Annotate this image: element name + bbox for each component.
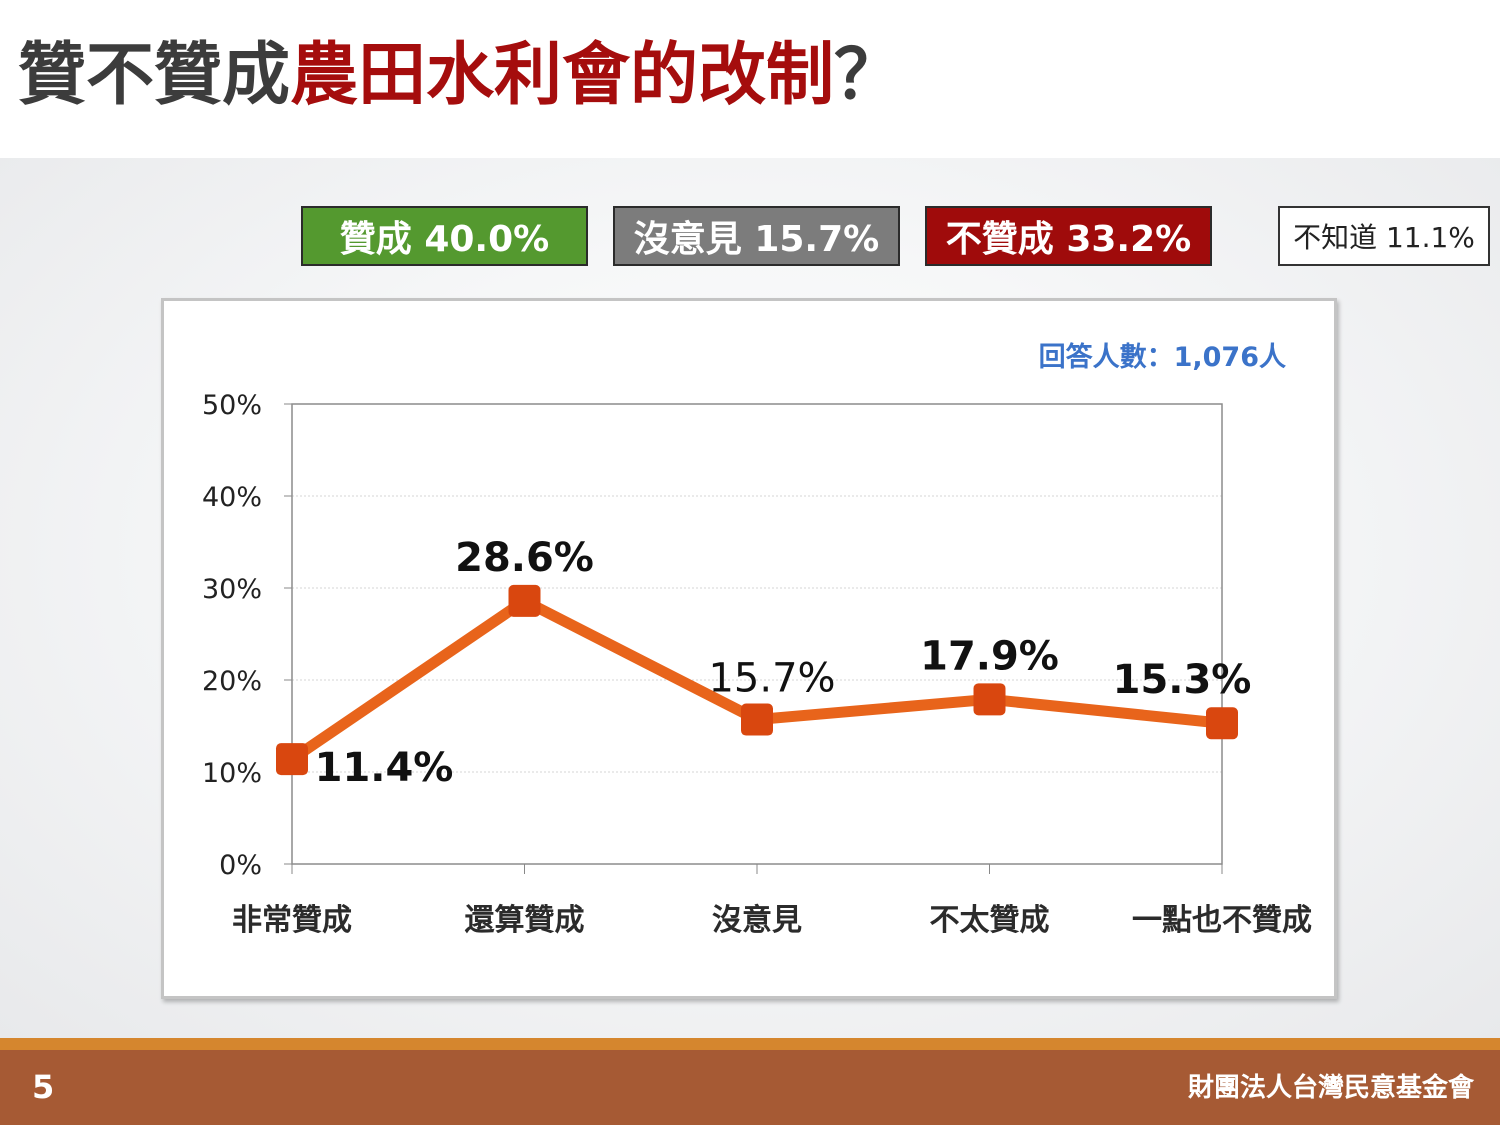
data-point <box>741 703 773 736</box>
plot-area-border <box>291 403 1223 865</box>
data-label: 15.3% <box>1113 657 1252 703</box>
chart-frame: 0% 10% 20% 30% 40% 50% 非常贊成 還算贊成 沒意見 不太贊成 一點也不贊成 11… <box>161 298 1337 999</box>
title-prefix: 贊不贊成 <box>18 36 291 115</box>
title-suffix: ？ <box>834 36 903 115</box>
line-chart: 0% 10% 20% 30% 40% 50% 非常贊成 還算贊成 沒意見 不太贊成 一點也不贊成 11… <box>202 341 1312 938</box>
summary-agree-box: 贊成 40.0% <box>301 206 588 266</box>
data-point <box>973 683 1006 716</box>
data-point <box>508 584 541 617</box>
organization-name: 財團法人台灣民意基金會 <box>1187 1073 1474 1103</box>
data-point <box>276 743 308 776</box>
page-number: 5 <box>32 1068 55 1106</box>
slide-title: 贊不贊成農田水利會的改制？ <box>18 42 902 110</box>
summary-neutral-box: 沒意見 15.7% <box>613 206 900 266</box>
summary-unknown-box: 不知道 11.1% <box>1278 206 1490 266</box>
title-highlight: 農田水利會的改制 <box>290 36 835 115</box>
x-tick-label: 一點也不贊成 <box>1132 903 1312 938</box>
data-point <box>1206 707 1238 740</box>
y-tick-label: 40% <box>202 482 262 513</box>
y-tick-label: 50% <box>202 390 262 421</box>
data-label: 28.6% <box>455 535 594 581</box>
y-tick-label: 20% <box>202 666 262 697</box>
x-tick-label: 還算贊成 <box>465 903 585 938</box>
x-tick-label: 非常贊成 <box>232 903 352 938</box>
summary-disagree-box: 不贊成 33.2% <box>925 206 1212 266</box>
x-tick-label: 不太贊成 <box>930 903 1050 938</box>
y-tick-label: 30% <box>202 574 262 605</box>
data-label: 15.7% <box>708 656 835 702</box>
footer-accent-line <box>0 1038 1500 1050</box>
data-label: 17.9% <box>920 633 1059 679</box>
y-tick-label: 10% <box>202 758 262 789</box>
respondents-count: 回答人數：1,076人 <box>1039 341 1286 373</box>
y-tick-label: 0% <box>219 850 262 881</box>
title-bar: 贊不贊成農田水利會的改制？ <box>0 0 1500 158</box>
footer-bar <box>0 1050 1500 1125</box>
data-label: 11.4% <box>315 745 454 791</box>
x-tick-label: 沒意見 <box>712 903 802 938</box>
